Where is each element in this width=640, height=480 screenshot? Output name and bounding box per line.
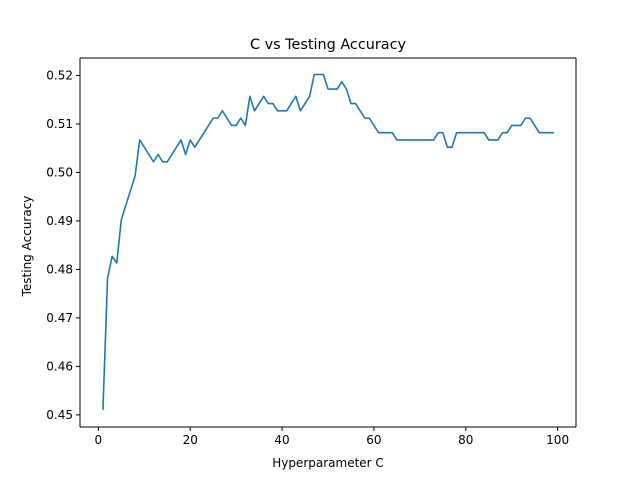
y-tick-label: 0.49	[46, 214, 73, 228]
y-tick-label: 0.46	[46, 359, 73, 373]
x-tick-label: 20	[183, 433, 198, 447]
chart-title: C vs Testing Accuracy	[250, 37, 407, 53]
y-tick-label: 0.50	[46, 165, 73, 179]
y-tick-label: 0.45	[46, 408, 73, 422]
x-axis-label: Hyperparameter C	[272, 456, 384, 470]
plot-area: 0 20 40 60 80 100 0.45 0.46 0.47 0.48 0.49 0.50 0.51…	[46, 57, 577, 447]
x-tick-label: 40	[274, 433, 289, 447]
x-tick-label: 100	[546, 433, 569, 447]
x-tick-label: 0	[95, 433, 103, 447]
y-tick-label: 0.48	[46, 262, 73, 276]
y-tick-label: 0.47	[46, 311, 73, 325]
x-tick-label: 60	[366, 433, 381, 447]
y-tick-label: 0.52	[46, 68, 73, 82]
x-tick-label: 80	[458, 433, 473, 447]
series-line-0	[102, 73, 554, 410]
y-tick-label: 0.51	[46, 117, 73, 131]
y-axis-label: Testing Accuracy	[20, 196, 34, 298]
